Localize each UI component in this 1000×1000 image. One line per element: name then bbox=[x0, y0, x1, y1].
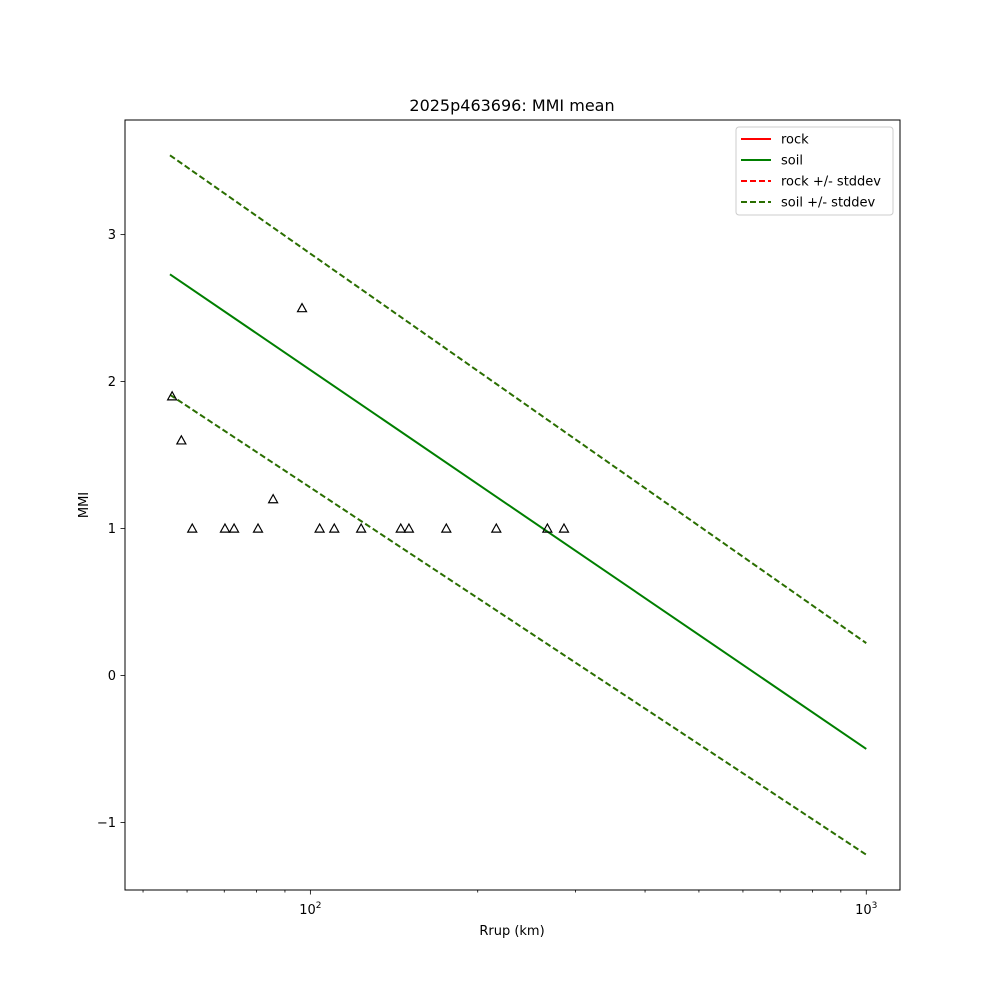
observation-marker-16 bbox=[558, 522, 570, 533]
legend: rock soil rock +/- stddev soil +/- stddev bbox=[735, 126, 894, 216]
observation-marker-2 bbox=[186, 522, 198, 533]
y-axis-label: MMI bbox=[77, 492, 92, 518]
plot-frame bbox=[124, 119, 901, 891]
observation-marker-1 bbox=[175, 434, 187, 445]
observation-marker-0 bbox=[166, 390, 178, 401]
x-tick-exponent: 3 bbox=[872, 901, 878, 911]
observation-marker-14 bbox=[490, 522, 502, 533]
observation-marker-12 bbox=[403, 522, 415, 533]
y-tick-label: 0 bbox=[108, 669, 116, 684]
y-tick-label: −1 bbox=[97, 816, 116, 831]
y-axis: −1 0 1 2 3 bbox=[97, 228, 125, 831]
legend-label-2: rock +/- stddev bbox=[781, 175, 881, 190]
series-line-1-mean bbox=[169, 273, 867, 750]
legend-label-0: rock bbox=[781, 133, 809, 148]
x-axis-label: Rrup (km) bbox=[479, 924, 544, 939]
y-tick-label: 3 bbox=[108, 228, 116, 243]
y-tick-label: 2 bbox=[108, 375, 116, 390]
observation-marker-5 bbox=[252, 522, 264, 533]
observation-marker-9 bbox=[328, 522, 340, 533]
series-line-3-upper bbox=[169, 154, 867, 644]
observation-marker-7 bbox=[296, 302, 308, 313]
legend-box bbox=[735, 126, 894, 216]
plot-lines bbox=[169, 154, 867, 856]
observation-marker-4 bbox=[228, 522, 240, 533]
x-tick-exponent: 2 bbox=[316, 901, 322, 911]
plot-markers bbox=[166, 302, 570, 533]
chart-title: 2025p463696: MMI mean bbox=[409, 96, 614, 115]
observation-marker-8 bbox=[314, 522, 326, 533]
observation-marker-10 bbox=[355, 522, 367, 533]
observation-marker-3 bbox=[219, 522, 231, 533]
legend-label-3: soil +/- stddev bbox=[781, 196, 876, 211]
observation-marker-11 bbox=[395, 522, 407, 533]
legend-label-1: soil bbox=[781, 154, 803, 169]
observation-marker-13 bbox=[440, 522, 452, 533]
y-tick-label: 1 bbox=[108, 522, 116, 537]
observation-marker-6 bbox=[267, 493, 279, 504]
observation-marker-15 bbox=[541, 522, 553, 533]
series-line-3-lower bbox=[169, 393, 867, 856]
